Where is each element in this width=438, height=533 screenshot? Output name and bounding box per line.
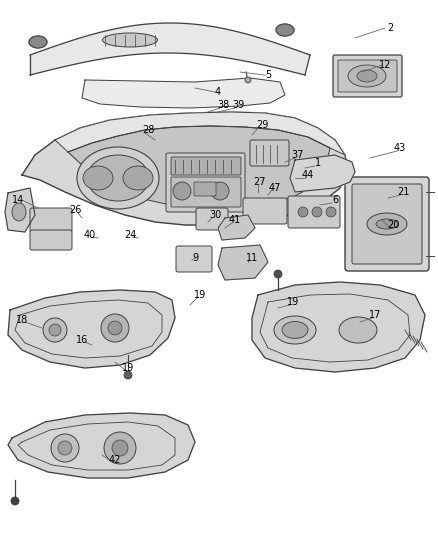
Polygon shape bbox=[252, 282, 425, 372]
Circle shape bbox=[245, 77, 251, 83]
Text: 20: 20 bbox=[387, 220, 399, 230]
Ellipse shape bbox=[357, 70, 377, 82]
Polygon shape bbox=[55, 112, 345, 155]
Text: 28: 28 bbox=[142, 125, 154, 135]
Ellipse shape bbox=[77, 147, 159, 209]
Text: 18: 18 bbox=[16, 315, 28, 325]
FancyBboxPatch shape bbox=[333, 55, 402, 97]
Circle shape bbox=[11, 497, 19, 505]
Text: 29: 29 bbox=[256, 120, 268, 130]
Text: 39: 39 bbox=[232, 100, 244, 110]
Ellipse shape bbox=[339, 317, 377, 343]
Ellipse shape bbox=[102, 33, 158, 47]
Text: 21: 21 bbox=[397, 187, 409, 197]
Ellipse shape bbox=[87, 155, 149, 201]
Circle shape bbox=[112, 440, 128, 456]
Ellipse shape bbox=[367, 213, 407, 235]
Text: 6: 6 bbox=[332, 195, 338, 205]
Text: 2: 2 bbox=[387, 23, 393, 33]
FancyBboxPatch shape bbox=[243, 198, 287, 224]
Polygon shape bbox=[22, 112, 348, 225]
Text: 37: 37 bbox=[292, 150, 304, 160]
Text: 19: 19 bbox=[122, 363, 134, 373]
Circle shape bbox=[58, 441, 72, 455]
Circle shape bbox=[312, 207, 322, 217]
Text: 30: 30 bbox=[209, 210, 221, 220]
Text: 38: 38 bbox=[217, 100, 229, 110]
Circle shape bbox=[108, 321, 122, 335]
Text: 12: 12 bbox=[379, 60, 391, 70]
Text: 4: 4 bbox=[215, 87, 221, 97]
Ellipse shape bbox=[12, 203, 26, 221]
Ellipse shape bbox=[282, 321, 308, 338]
Polygon shape bbox=[8, 413, 195, 478]
Text: 9: 9 bbox=[192, 253, 198, 263]
Text: 41: 41 bbox=[229, 215, 241, 225]
FancyBboxPatch shape bbox=[166, 153, 245, 212]
Circle shape bbox=[51, 434, 79, 462]
FancyBboxPatch shape bbox=[352, 184, 422, 264]
Polygon shape bbox=[290, 155, 355, 192]
Text: 44: 44 bbox=[302, 170, 314, 180]
Ellipse shape bbox=[348, 65, 386, 87]
Circle shape bbox=[43, 318, 67, 342]
Polygon shape bbox=[5, 188, 35, 232]
Text: 47: 47 bbox=[269, 183, 281, 193]
Ellipse shape bbox=[83, 166, 113, 190]
FancyBboxPatch shape bbox=[196, 208, 228, 230]
FancyBboxPatch shape bbox=[250, 140, 289, 166]
Circle shape bbox=[211, 182, 229, 200]
Text: 42: 42 bbox=[109, 455, 121, 465]
Ellipse shape bbox=[29, 36, 47, 48]
Text: 27: 27 bbox=[254, 177, 266, 187]
Text: 19: 19 bbox=[287, 297, 299, 307]
Polygon shape bbox=[218, 215, 255, 240]
Circle shape bbox=[173, 182, 191, 200]
Circle shape bbox=[274, 270, 282, 278]
Polygon shape bbox=[82, 78, 285, 108]
FancyBboxPatch shape bbox=[30, 208, 72, 232]
Circle shape bbox=[326, 207, 336, 217]
Text: 5: 5 bbox=[265, 70, 271, 80]
FancyBboxPatch shape bbox=[338, 60, 397, 92]
Ellipse shape bbox=[123, 166, 153, 190]
Circle shape bbox=[124, 371, 132, 379]
Polygon shape bbox=[68, 126, 330, 208]
Ellipse shape bbox=[376, 219, 398, 229]
FancyBboxPatch shape bbox=[171, 177, 241, 207]
Polygon shape bbox=[30, 23, 310, 75]
Text: 43: 43 bbox=[394, 143, 406, 153]
Polygon shape bbox=[8, 290, 175, 368]
Polygon shape bbox=[218, 245, 268, 280]
FancyBboxPatch shape bbox=[171, 157, 241, 175]
Ellipse shape bbox=[276, 24, 294, 36]
Text: 24: 24 bbox=[124, 230, 136, 240]
FancyBboxPatch shape bbox=[345, 177, 429, 271]
Circle shape bbox=[104, 432, 136, 464]
FancyBboxPatch shape bbox=[194, 182, 216, 196]
Text: 16: 16 bbox=[76, 335, 88, 345]
FancyBboxPatch shape bbox=[176, 246, 212, 272]
Circle shape bbox=[101, 314, 129, 342]
Text: 11: 11 bbox=[246, 253, 258, 263]
Text: 40: 40 bbox=[84, 230, 96, 240]
Text: 14: 14 bbox=[12, 195, 24, 205]
FancyBboxPatch shape bbox=[30, 230, 72, 250]
Text: 17: 17 bbox=[369, 310, 381, 320]
Circle shape bbox=[298, 207, 308, 217]
Circle shape bbox=[49, 324, 61, 336]
Ellipse shape bbox=[274, 316, 316, 344]
Text: 19: 19 bbox=[194, 290, 206, 300]
Text: 26: 26 bbox=[69, 205, 81, 215]
Text: 1: 1 bbox=[315, 158, 321, 168]
FancyBboxPatch shape bbox=[288, 196, 340, 228]
